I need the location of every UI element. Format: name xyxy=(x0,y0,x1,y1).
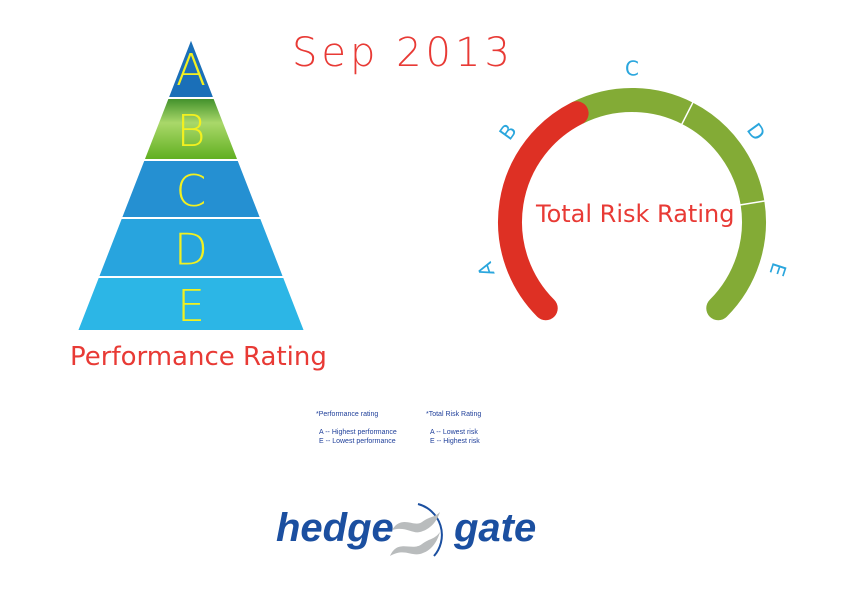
risk-gauge: A B C D E xyxy=(472,57,792,321)
performance-rating-label: Performance Rating xyxy=(70,342,327,372)
pyramid-letter-C: C xyxy=(176,166,207,217)
gauge-label-C: C xyxy=(625,57,639,81)
gauge-segment-C xyxy=(571,88,693,125)
legend-item: E -- Lowest performance xyxy=(319,438,396,445)
pyramid-letter-B: B xyxy=(177,106,206,157)
logo-text-hedge: hedge xyxy=(276,506,394,550)
pyramid-letter-D: D xyxy=(174,225,208,276)
gauge-segment-E xyxy=(706,190,766,321)
performance-legend: *Performance rating A -- Highest perform… xyxy=(316,410,397,446)
report-date-title: Sep 2013 xyxy=(292,30,514,76)
pyramid-letter-E: E xyxy=(177,281,205,332)
logo-text-gate: gate xyxy=(454,506,537,550)
pyramid-level-E xyxy=(75,276,307,332)
risk-rating-label: Total Risk Rating xyxy=(536,200,735,228)
gauge-divider xyxy=(739,200,766,206)
gauge-active-range xyxy=(498,101,589,321)
gauge-label-E: E xyxy=(765,260,792,279)
legend-item: A -- Highest performance xyxy=(319,429,397,436)
legend-title: *Performance rating xyxy=(316,411,379,418)
legend-item: E -- Highest risk xyxy=(430,438,480,445)
gauge-segment-D xyxy=(681,102,765,206)
legend-title: *Total Risk Rating xyxy=(426,411,482,418)
legend-item: A -- Lowest risk xyxy=(430,429,478,436)
risk-legend: *Total Risk Rating A -- Lowest risk E --… xyxy=(426,410,481,446)
hedgegate-logo: hedge gate xyxy=(276,500,546,562)
logo-wave-icon xyxy=(390,503,443,557)
gauge-label-D: D xyxy=(742,118,770,145)
gauge-label-A: A xyxy=(472,259,499,280)
pyramid-letter-A: A xyxy=(176,45,206,96)
gauge-divider xyxy=(680,101,694,126)
gauge-label-B: B xyxy=(494,119,521,144)
